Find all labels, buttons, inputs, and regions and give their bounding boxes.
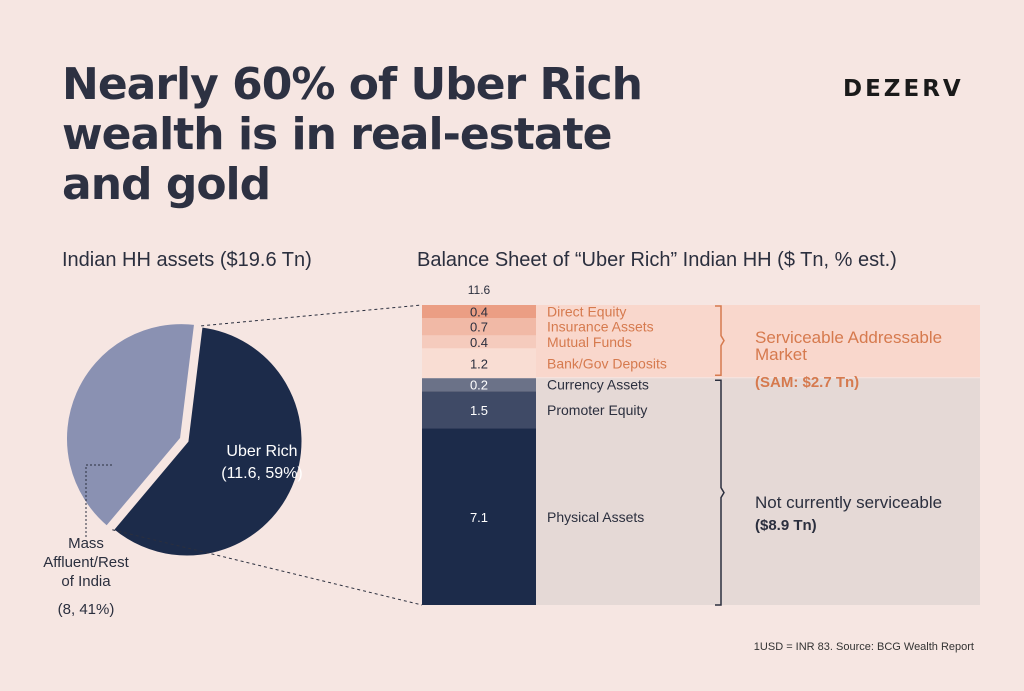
bar-segment [422, 305, 536, 318]
bar-segment-name: Promoter Equity [547, 402, 647, 418]
pie-value-mass-affluent: (8, 41%) [58, 601, 115, 618]
bar-segment [422, 428, 536, 605]
brand-logo: DEZERV [843, 76, 964, 102]
pie-slice-mass-affluent [64, 321, 198, 530]
bar-segment-name: Physical Assets [547, 509, 644, 525]
pie-label-mass-affluent: Affluent/Rest [43, 554, 129, 571]
non-serviceable-label: Not currently serviceable [755, 493, 942, 512]
group-background-sam [536, 305, 980, 378]
bar-segment-name: Currency Assets [547, 377, 649, 393]
bracket-non-serviceable [715, 379, 725, 606]
bar-segment-value: 0.4 [470, 335, 488, 350]
pie-label-mass-affluent: of India [61, 573, 111, 590]
pie-label-uber-rich: Uber Rich [226, 443, 297, 460]
bar-segment-value: 1.5 [470, 403, 488, 418]
bar-segment-value: 7.1 [470, 510, 488, 525]
bar-segment-name: Mutual Funds [547, 334, 632, 350]
bar-segment [422, 318, 536, 336]
source-footnote: 1USD = INR 83. Source: BCG Wealth Report [753, 641, 974, 653]
bar-segment-name: Insurance Assets [547, 319, 654, 335]
bar-segment [422, 348, 536, 379]
balance-sheet-title: Balance Sheet of “Uber Rich” Indian HH (… [417, 249, 897, 271]
bar-segment-name: Direct Equity [547, 304, 626, 320]
bar-segment-value: 1.2 [470, 356, 488, 371]
title-line: and gold [62, 159, 271, 210]
pie-value-uber-rich: (11.6, 59%) [221, 465, 303, 482]
pie-chart-title: Indian HH assets ($19.6 Tn) [62, 249, 312, 271]
pie-slice-uber-rich [110, 324, 305, 559]
bar-segment [422, 335, 536, 349]
bar-segment [422, 378, 536, 392]
bracket-sam [715, 305, 725, 376]
zoom-guide-line [112, 529, 423, 606]
sam-label: Market [755, 345, 807, 364]
bar-total-label: 11.6 [468, 283, 491, 297]
pie-leader-line [85, 464, 112, 538]
zoom-guide-line [201, 304, 423, 327]
bar-segment-value: 0.2 [470, 378, 488, 393]
title-line: Nearly 60% of Uber Rich [62, 59, 643, 110]
sam-label: Serviceable Addressable [755, 328, 942, 347]
group-background-non [536, 378, 980, 605]
bar-segment-name: Bank/Gov Deposits [547, 355, 667, 371]
bar-segment [422, 391, 536, 429]
bar-segment-value: 0.4 [470, 305, 488, 320]
bar-segment-value: 0.7 [470, 320, 488, 335]
page-title: Nearly 60% of Uber Rich wealth is in rea… [62, 60, 762, 210]
sam-value: (SAM: $2.7 Tn) [755, 374, 859, 391]
pie-label-mass-affluent: Mass [68, 535, 104, 552]
non-serviceable-value: ($8.9 Tn) [755, 517, 817, 534]
title-line: wealth is in real-estate [62, 109, 612, 160]
